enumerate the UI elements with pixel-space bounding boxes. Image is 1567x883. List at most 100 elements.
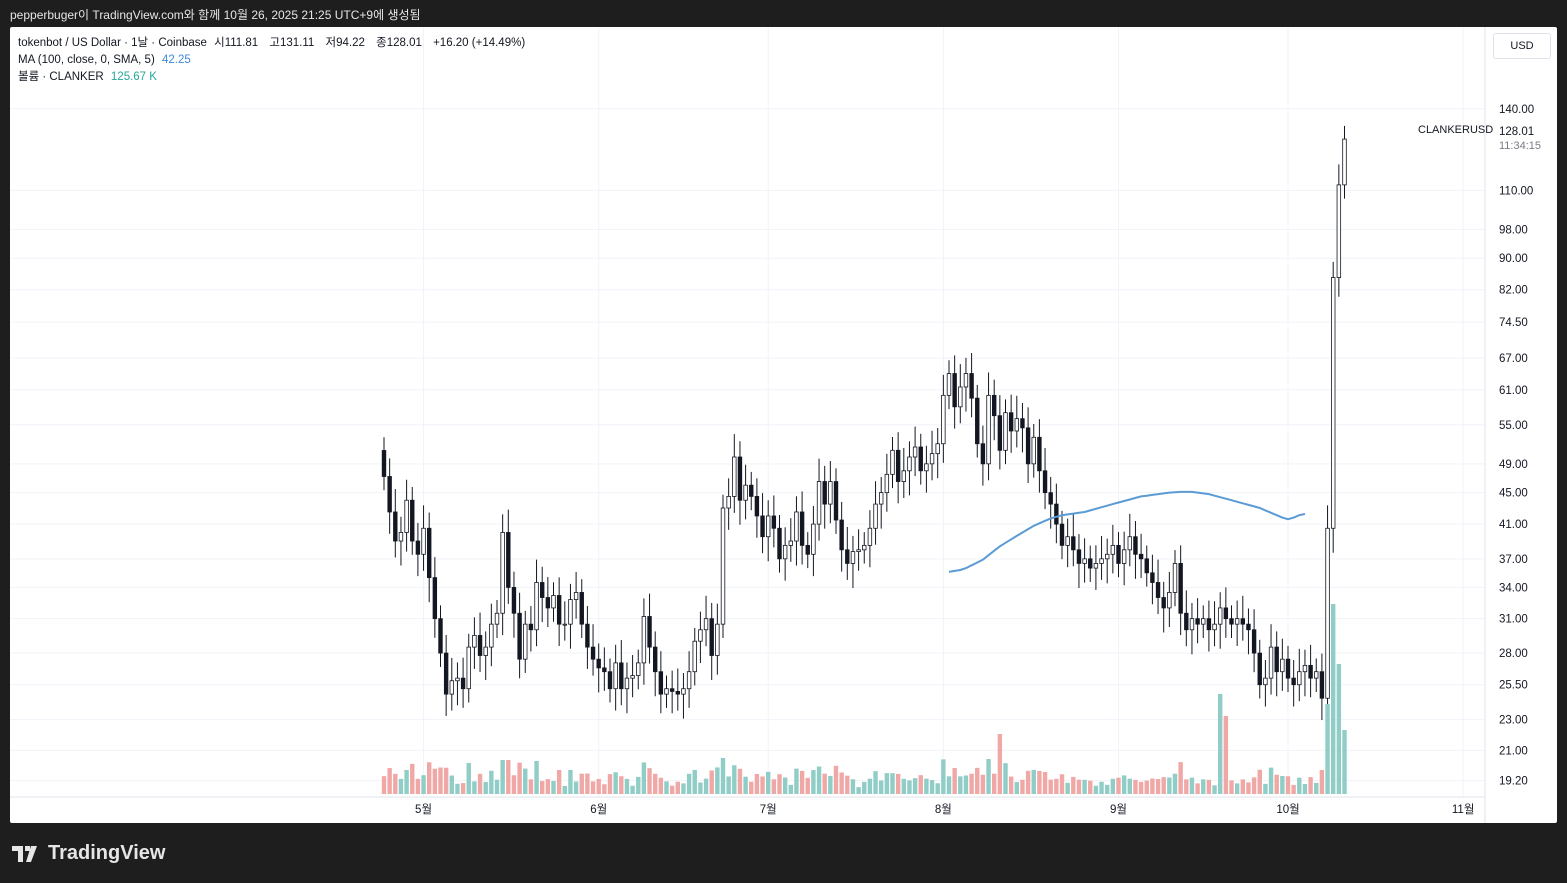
candle-body [1105,553,1110,560]
candle-body [1229,618,1234,625]
time-tick-label: 5월 [415,803,432,816]
candle-body [579,592,584,625]
volume-bar [958,776,963,794]
candle-body [1099,558,1104,564]
candle-body [1161,597,1166,609]
brand-name: TradingView [48,842,166,864]
volume-bar [1014,782,1019,794]
price-tick-label: 34.00 [1499,582,1528,594]
candle-body [1325,527,1330,699]
ma-100-line [948,490,1306,573]
volume-bar [1184,779,1189,794]
candle-body [992,394,997,417]
candle-body [568,599,573,625]
volume-bar [760,776,765,794]
candle-body [924,463,929,472]
volume-bar [918,775,923,794]
candle-body [715,623,720,656]
candle-body [805,544,810,555]
volume-bar [393,773,398,794]
candle-body [1234,618,1240,625]
candle-body [1331,277,1336,529]
volume-bar [1314,782,1319,794]
candle-body [1297,671,1302,686]
candle-body [901,470,906,482]
volume-bar [1251,777,1257,794]
volume-bar [443,767,449,794]
volume-bar [562,786,567,794]
candle-body [1206,618,1212,631]
volume-bar [1178,762,1183,794]
candle-body [1076,549,1082,564]
volume-bar [732,765,737,794]
candle-body [969,373,974,399]
snapshot-caption: pepperbuger이 TradingView.com와 함께 10월 26,… [10,8,421,22]
volume-bar [884,773,890,794]
candle-body [1093,563,1099,569]
candle-body [636,662,641,676]
candle-body [1110,544,1116,555]
volume-bar [1280,775,1285,794]
candle-body [1138,553,1144,560]
candle-body [1285,658,1291,679]
candle-body [918,446,923,472]
candle-body [743,484,748,501]
legend-symbol[interactable]: tokenbot / US Dollar · 1날 · Coinbase [18,37,207,49]
candle-body [692,640,697,673]
volume-bar [941,759,946,794]
candle-body [602,667,607,673]
legend-volume-row[interactable]: 볼륨 · CLANKER 125.67 K [18,69,529,86]
candle-body [438,618,443,654]
volume-bar [1234,783,1240,794]
candle-body [794,511,799,542]
candle-body [856,549,861,552]
volume-bar [590,781,596,794]
candle-body [460,677,466,690]
volume-bar [506,760,511,794]
volume-bar [387,768,392,794]
volume-bar [1065,782,1070,794]
legend-open-label: 시 [214,37,225,49]
volume-bar [1218,694,1223,794]
volume-bar [1138,781,1144,794]
candle-body [1003,412,1008,451]
volume-bar [619,776,624,794]
candle-body [816,481,822,525]
candle-body [551,595,556,609]
time-tick-label: 7월 [760,803,777,816]
volume-bar [1257,769,1262,794]
candle-body [1342,138,1347,186]
volume-bar [630,785,635,794]
price-tick-label: 21.00 [1499,745,1528,757]
volume-bar [511,775,517,794]
volume-bar [1003,763,1008,794]
candle-body [1121,549,1127,564]
candle-body [1274,646,1279,673]
volume-bar [1263,783,1268,794]
candle-body [426,527,432,579]
legend-low-label: 저 [325,37,337,49]
candle-body [1189,618,1195,631]
volume-bar [1127,778,1132,794]
volume-bar [602,784,607,794]
candle-body [1020,418,1025,429]
volume-bar [867,778,873,794]
candle-body [1065,536,1070,546]
candle-body [1042,470,1048,494]
candle-body [630,675,635,679]
currency-selector[interactable]: USD [1493,33,1551,59]
price-tick-label: 28.00 [1499,648,1528,660]
candle-body [1263,677,1268,686]
volume-bar [839,772,844,794]
volume-bar [381,776,387,794]
candlestick-chart[interactable]: 140.00 110.00 98.00 90.00 82.00 74.50 67.00 61.… [10,27,1557,823]
candle-body [1133,536,1138,555]
candle-body [432,577,438,620]
candle-body [777,527,782,560]
candle-body [986,394,991,465]
volume-bar [494,779,500,794]
volume-bar [607,774,613,794]
price-tick-label: 82.00 [1499,285,1528,297]
legend-ma-row[interactable]: MA (100, close, 0, SMA, 5) 42.25 [18,52,529,69]
volume-bar [828,775,833,794]
